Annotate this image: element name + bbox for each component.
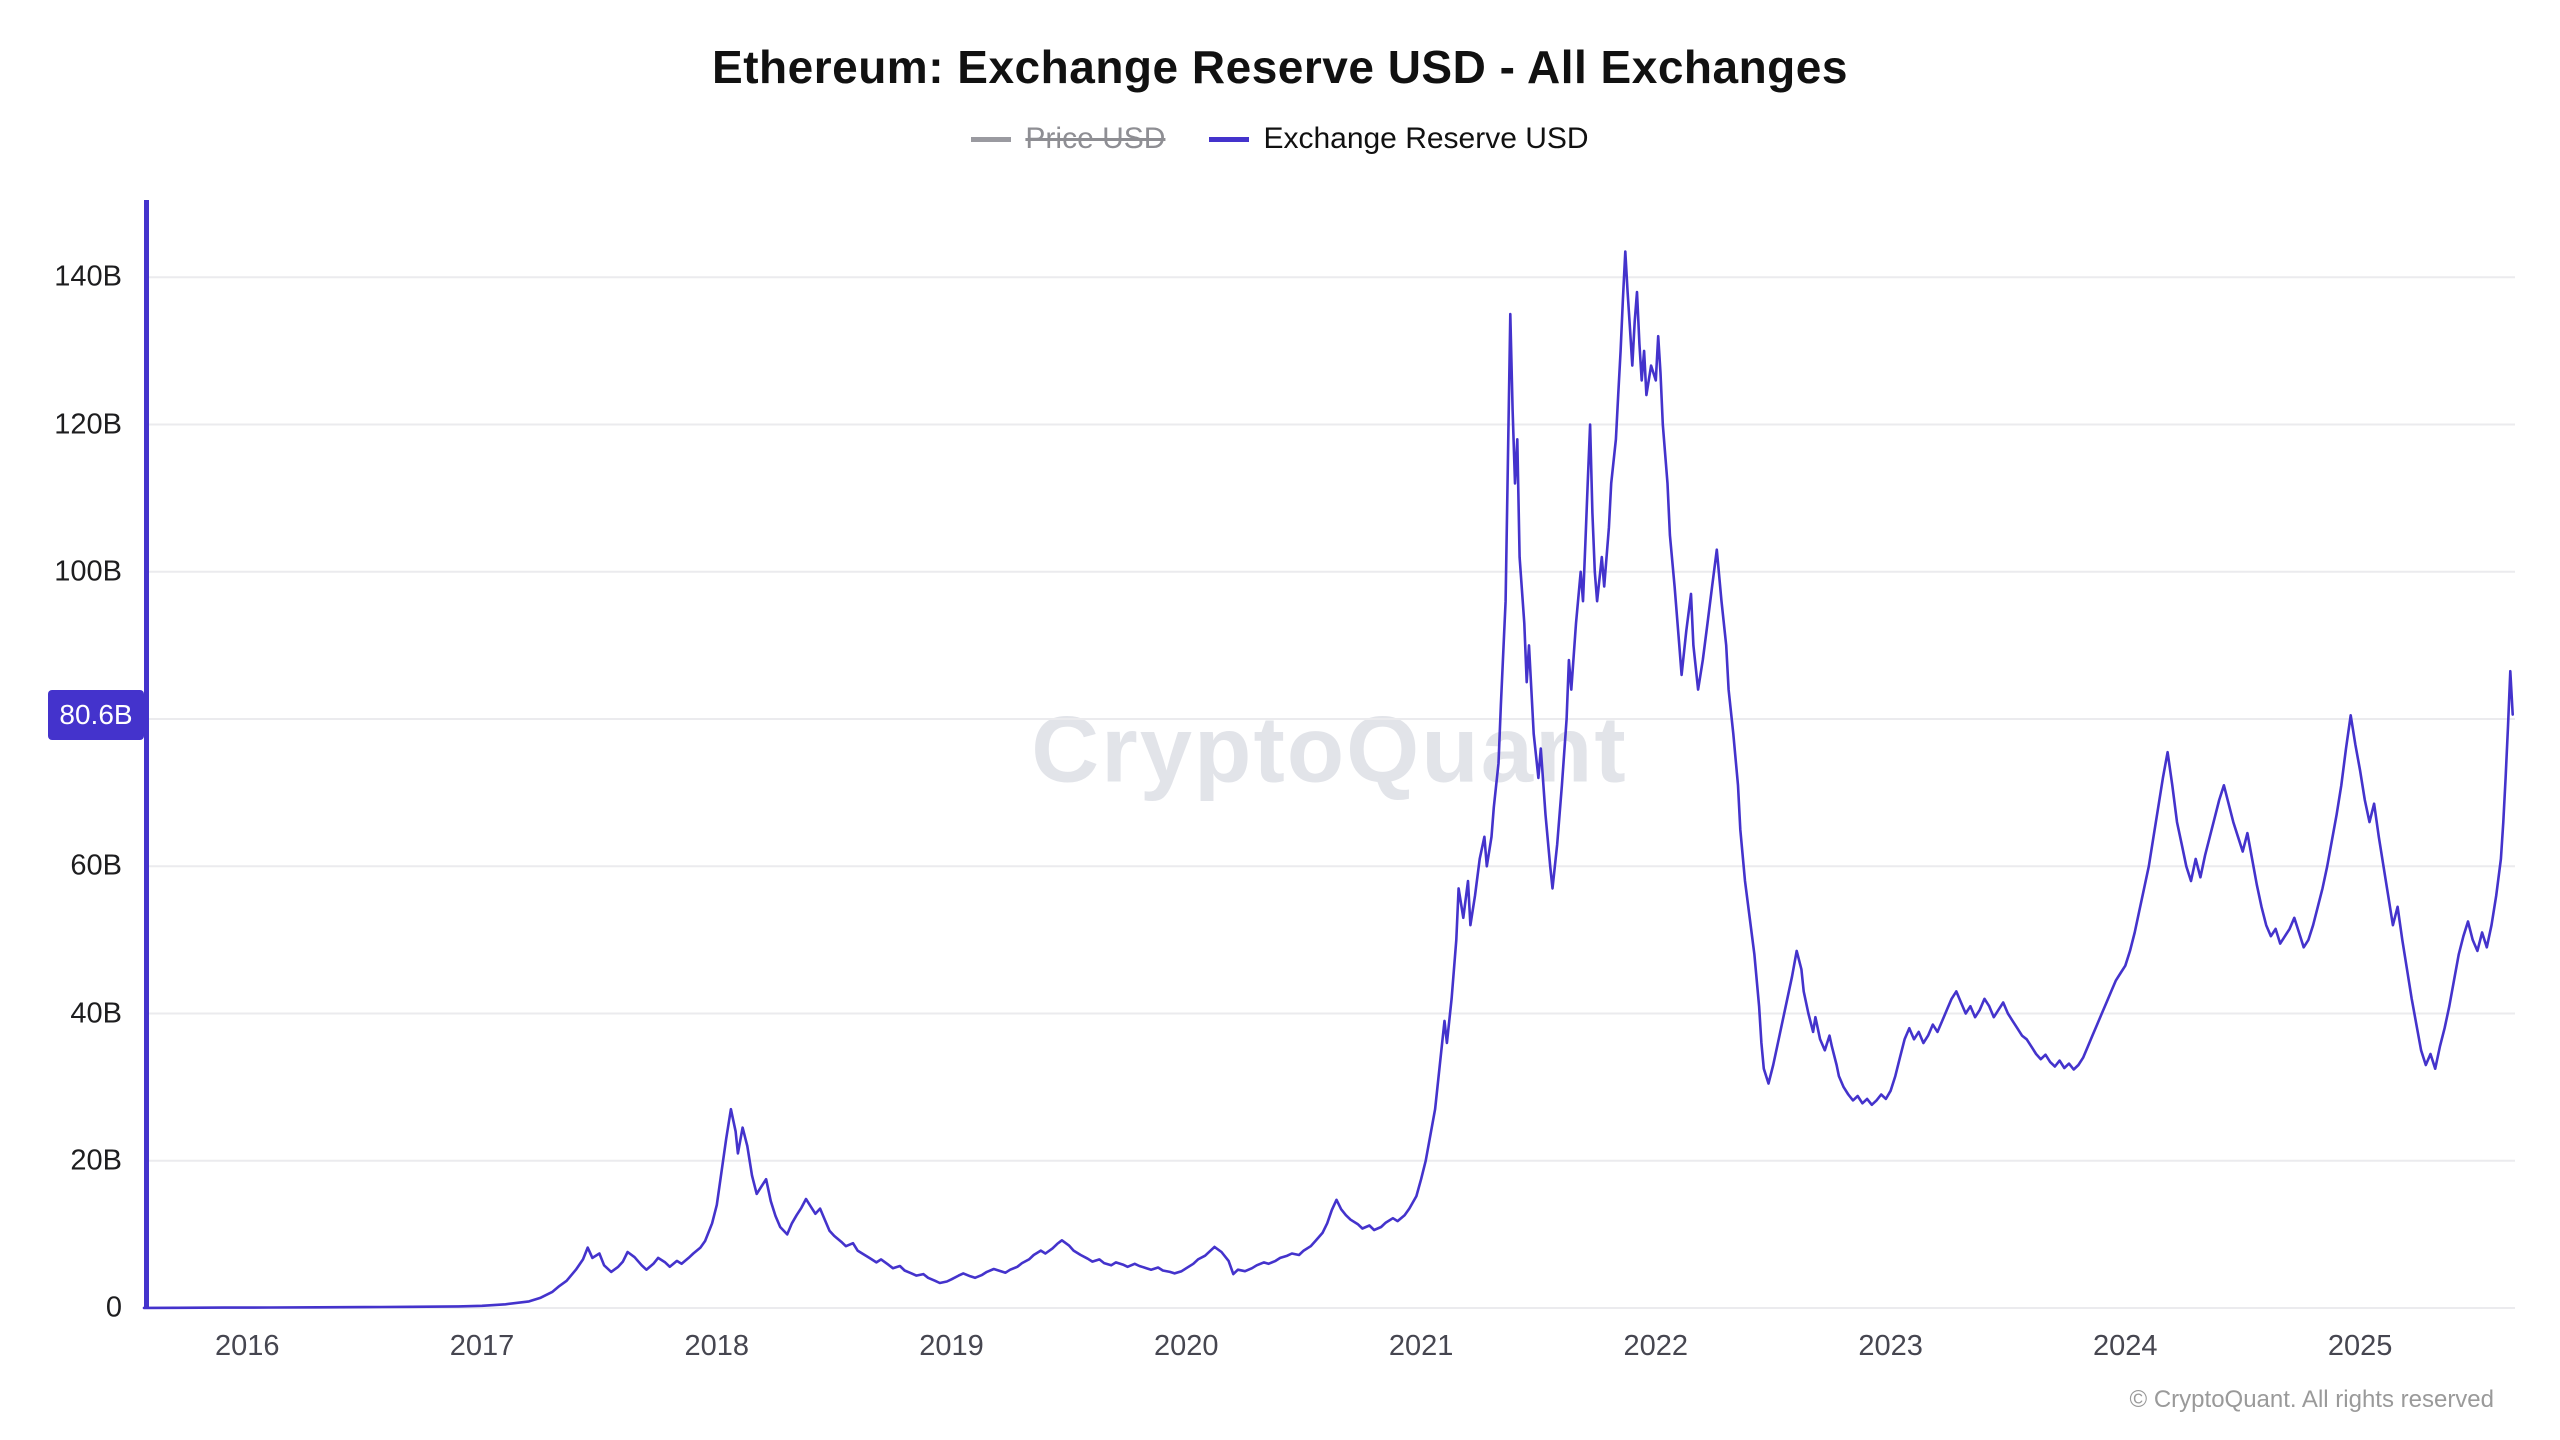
copyright-text: © CryptoQuant. All rights reserved: [2129, 1386, 2495, 1413]
y-axis-label: 140B: [54, 260, 122, 293]
x-axis-label: 2016: [215, 1330, 280, 1362]
legend-item-exchange-reserve-usd[interactable]: Exchange Reserve USD: [1209, 122, 1589, 156]
x-axis-label: 2023: [1858, 1330, 1923, 1362]
chart-canvas[interactable]: [142, 200, 2515, 1310]
y-axis-label: 20B: [70, 1144, 122, 1177]
legend-item-price-usd[interactable]: Price USD: [971, 122, 1165, 156]
exchange-reserve-line-swatch-icon: [1209, 136, 1250, 142]
current-value-badge: 80.6B: [48, 689, 144, 740]
y-axis: 0 20B 40B 60B 100B 120B 140B: [0, 200, 122, 1324]
plot-area[interactable]: CryptoQuant: [142, 200, 2515, 1310]
x-axis: 2016 2017 2018 2019 2020 2021 2022 2023 2024 2025: [144, 1330, 2515, 1370]
y-axis-label: 40B: [70, 997, 122, 1029]
x-axis-label: 2019: [919, 1330, 984, 1362]
x-axis-label: 2022: [1623, 1330, 1689, 1362]
x-axis-label: 2020: [1154, 1330, 1219, 1362]
price-usd-line-swatch-icon: [971, 136, 1012, 142]
y-axis-label: 60B: [70, 849, 122, 882]
x-axis-label: 2017: [449, 1330, 515, 1362]
legend-label-exchange-reserve-usd: Exchange Reserve USD: [1263, 122, 1589, 155]
exchange-reserve-line: [142, 250, 2514, 1310]
x-axis-label: 2024: [2093, 1330, 2158, 1362]
legend: Price USD Exchange Reserve USD: [0, 122, 2560, 156]
legend-label-price-usd: Price USD: [1025, 122, 1166, 155]
x-axis-label: 2021: [1388, 1330, 1454, 1362]
y-axis-label: 0: [105, 1291, 122, 1324]
page-title: Ethereum: Exchange Reserve USD - All Exc…: [712, 41, 1848, 93]
y-axis-label: 120B: [54, 408, 122, 440]
x-axis-label: 2018: [684, 1330, 750, 1362]
x-axis-label: 2025: [2327, 1330, 2393, 1362]
y-axis-label: 100B: [54, 555, 122, 588]
